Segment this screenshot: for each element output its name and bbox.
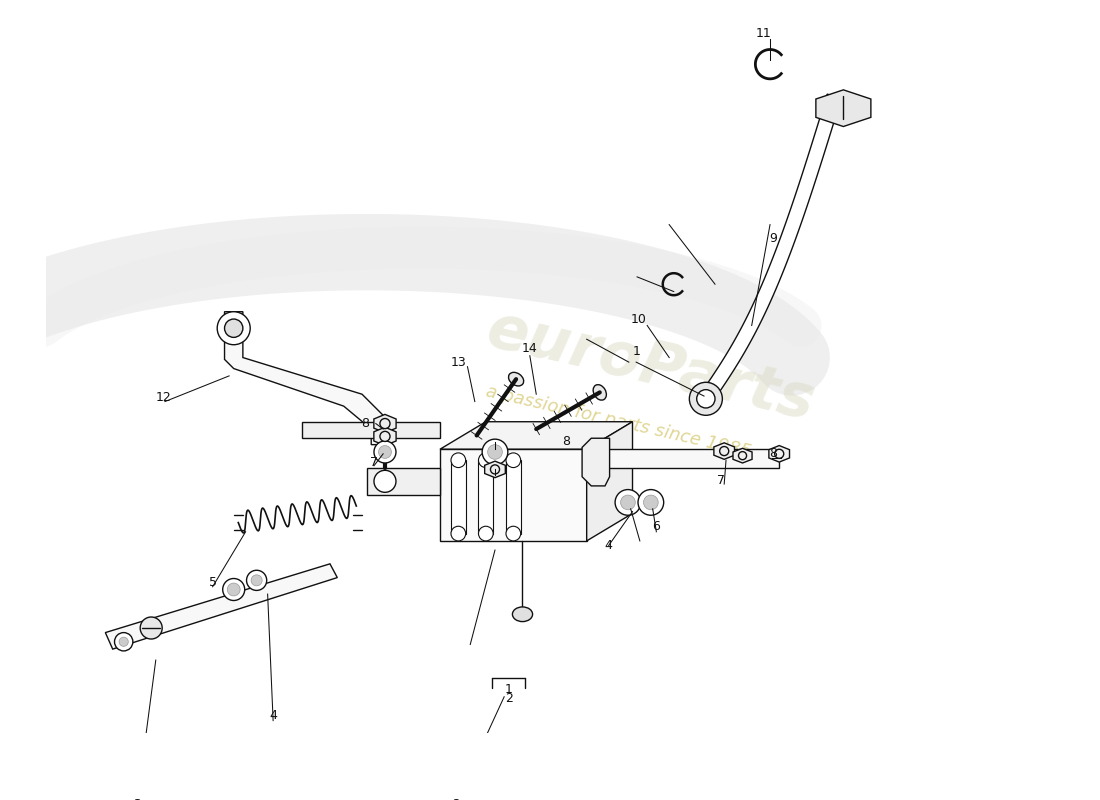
Circle shape (378, 446, 392, 458)
Polygon shape (224, 312, 389, 445)
Text: 4: 4 (270, 709, 277, 722)
Circle shape (251, 575, 262, 586)
Circle shape (114, 633, 133, 651)
Circle shape (506, 453, 520, 467)
Text: 14: 14 (522, 342, 538, 355)
Circle shape (696, 390, 715, 408)
Ellipse shape (513, 607, 532, 622)
Text: a passion for parts since 1985: a passion for parts since 1985 (484, 382, 754, 461)
Text: 12: 12 (155, 391, 170, 404)
Text: 1: 1 (505, 683, 513, 696)
Ellipse shape (508, 372, 524, 386)
Circle shape (478, 453, 493, 467)
Ellipse shape (638, 490, 663, 515)
Text: 2: 2 (505, 692, 513, 705)
Polygon shape (700, 94, 842, 403)
Polygon shape (440, 422, 632, 450)
Circle shape (487, 445, 503, 459)
Polygon shape (769, 446, 790, 462)
Polygon shape (302, 422, 440, 438)
Polygon shape (374, 427, 396, 446)
Circle shape (374, 470, 396, 492)
Text: 1: 1 (632, 345, 640, 358)
Text: 9: 9 (769, 232, 777, 245)
Ellipse shape (222, 578, 244, 601)
Text: 13: 13 (450, 356, 466, 369)
Polygon shape (816, 90, 871, 126)
Circle shape (506, 526, 520, 541)
Circle shape (451, 453, 465, 467)
Ellipse shape (246, 570, 266, 590)
Polygon shape (605, 450, 779, 467)
Circle shape (719, 446, 728, 456)
Text: 4: 4 (605, 539, 613, 552)
Circle shape (140, 617, 162, 639)
Text: 10: 10 (631, 313, 647, 326)
Text: 7: 7 (717, 474, 725, 487)
Polygon shape (506, 460, 520, 534)
Polygon shape (451, 460, 465, 534)
Ellipse shape (615, 490, 641, 515)
Text: 8: 8 (562, 435, 571, 448)
Polygon shape (582, 438, 609, 486)
Text: 6: 6 (652, 520, 660, 533)
Circle shape (478, 526, 493, 541)
Polygon shape (733, 448, 752, 463)
Circle shape (738, 452, 747, 460)
Circle shape (119, 637, 129, 646)
Ellipse shape (593, 385, 606, 400)
Polygon shape (440, 450, 586, 541)
Ellipse shape (374, 441, 396, 463)
Circle shape (224, 319, 243, 338)
Polygon shape (478, 460, 493, 534)
Text: 8: 8 (769, 447, 777, 460)
Circle shape (644, 495, 658, 510)
Circle shape (690, 382, 723, 415)
Polygon shape (366, 467, 440, 495)
Circle shape (774, 450, 783, 458)
Circle shape (491, 465, 499, 474)
Polygon shape (586, 422, 632, 541)
Polygon shape (714, 443, 735, 459)
Text: 7: 7 (370, 457, 378, 470)
Circle shape (228, 583, 240, 596)
Ellipse shape (482, 439, 508, 465)
Polygon shape (485, 461, 505, 478)
Text: 8: 8 (361, 417, 368, 430)
Polygon shape (374, 414, 396, 433)
Circle shape (217, 312, 250, 345)
Circle shape (379, 431, 390, 442)
Text: 3: 3 (133, 798, 142, 800)
Text: euroParts: euroParts (481, 300, 821, 433)
Text: 11: 11 (756, 27, 771, 41)
Circle shape (620, 495, 636, 510)
Circle shape (379, 418, 390, 429)
Polygon shape (106, 564, 338, 649)
Circle shape (451, 526, 465, 541)
Text: 5: 5 (209, 576, 217, 589)
Text: 2: 2 (452, 798, 461, 800)
